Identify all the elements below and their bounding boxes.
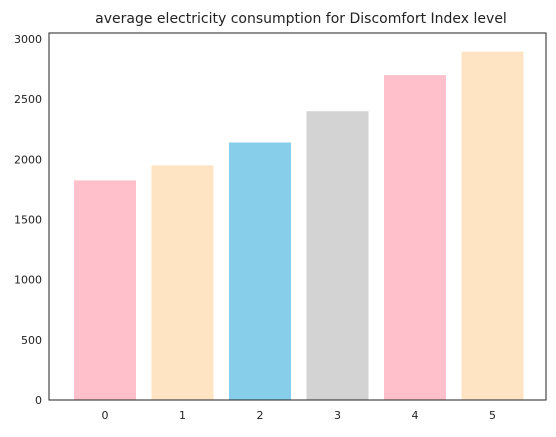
y-tick-label: 2500 <box>14 93 42 106</box>
bar-4 <box>384 75 446 401</box>
x-axis-ticks: 0 1 2 3 4 5 <box>102 409 497 422</box>
y-tick-label: 1500 <box>14 214 42 227</box>
bar-5 <box>461 51 524 400</box>
x-tick-label: 2 <box>257 409 264 422</box>
bar-3 <box>306 111 369 401</box>
y-tick-label: 1000 <box>14 274 42 287</box>
axes-layer <box>48 32 547 401</box>
bar-2 <box>229 142 291 401</box>
y-tick-label: 0 <box>35 394 42 407</box>
plot-frame <box>48 32 547 401</box>
x-tick-label: 4 <box>412 409 419 422</box>
chart-title: average electricity consumption for Disc… <box>95 11 507 27</box>
y-tick-label: 500 <box>21 334 42 347</box>
x-tick-label: 1 <box>179 409 186 422</box>
y-tick-label: 2000 <box>14 153 42 166</box>
x-tick-label: 3 <box>334 409 341 422</box>
y-tick-label: 3000 <box>14 33 42 46</box>
bar-0 <box>74 180 136 400</box>
x-tick-label: 0 <box>102 409 109 422</box>
x-tick-label: 5 <box>489 409 496 422</box>
y-axis-ticks: 0 500 1000 1500 2000 2500 3000 <box>14 33 42 407</box>
bars-layer <box>74 51 524 401</box>
bar-1 <box>151 165 214 400</box>
